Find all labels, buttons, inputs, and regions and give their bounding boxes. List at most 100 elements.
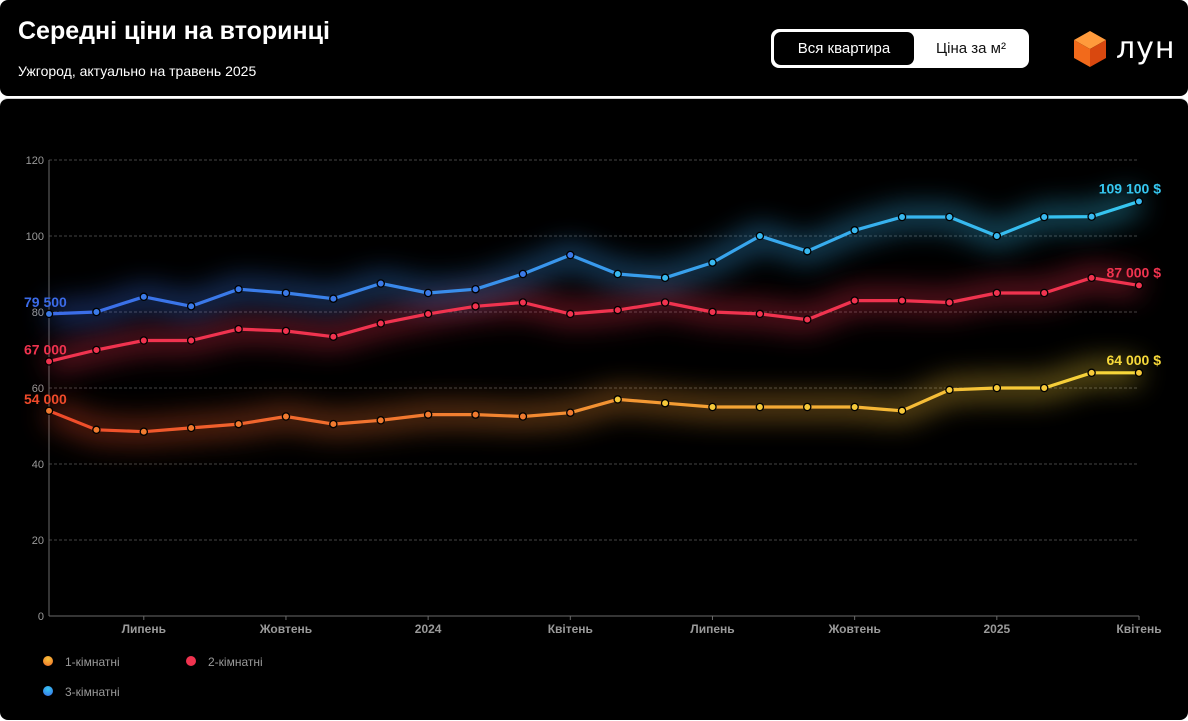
data-point-2-room bbox=[139, 336, 149, 345]
data-point-1-room bbox=[471, 410, 480, 419]
data-point-1-room bbox=[281, 412, 291, 421]
data-point-1-room bbox=[1087, 368, 1096, 378]
data-point-3-room bbox=[234, 284, 243, 294]
data-point-3-room bbox=[613, 269, 622, 279]
data-point-3-room bbox=[850, 226, 859, 235]
data-point-2-room bbox=[329, 332, 338, 341]
data-point-1-room bbox=[660, 398, 670, 408]
price-per-m2-button[interactable]: Ціна за м² bbox=[936, 40, 1006, 57]
data-point-1-room bbox=[613, 395, 622, 404]
y-tick-label: 20 bbox=[32, 535, 44, 547]
data-point-1-room bbox=[1134, 368, 1144, 378]
lun-logo[interactable]: лун bbox=[1072, 29, 1175, 69]
data-point-2-room bbox=[660, 298, 670, 307]
data-point-3-room bbox=[1087, 212, 1096, 221]
data-point-1-room bbox=[329, 419, 338, 429]
price-mode-toggle: Вся квартира Ціна за м² bbox=[771, 29, 1029, 68]
data-point-1-room bbox=[945, 385, 954, 395]
price-chart: 0 20 40 60 80 100 120 Липень Жовтень 2024 Квітень Л… bbox=[24, 155, 1162, 636]
data-point-1-room bbox=[139, 427, 149, 436]
data-point-2-room bbox=[1134, 281, 1144, 290]
y-tick-label: 80 bbox=[32, 307, 44, 319]
x-tick-label: 2025 bbox=[983, 622, 1010, 636]
data-point-3-room bbox=[755, 231, 765, 241]
data-point-2-room bbox=[423, 309, 433, 319]
y-tick-label: 0 bbox=[38, 611, 44, 623]
y-tick-label: 60 bbox=[32, 383, 44, 395]
start-label-1-room: 54 000 bbox=[24, 391, 67, 407]
data-point-1-room bbox=[518, 412, 528, 421]
start-label-3-room: 79 500 bbox=[24, 294, 67, 310]
data-point-3-room bbox=[186, 302, 196, 311]
data-point-3-room bbox=[660, 273, 670, 283]
series-line-2-room bbox=[48, 276, 1140, 363]
legend-label-2-room: 2-кімнатні bbox=[208, 655, 263, 669]
end-label-1-room: 64 000 $ bbox=[1107, 352, 1162, 368]
x-tick-label: 2024 bbox=[415, 622, 442, 636]
header: Середні ціни на вторинці Ужгород, актуал… bbox=[0, 0, 1188, 96]
data-point-1-room bbox=[376, 416, 385, 425]
data-point-3-room bbox=[139, 292, 149, 302]
data-point-2-room bbox=[945, 298, 954, 307]
data-point-3-room bbox=[44, 309, 54, 319]
data-point-3-room bbox=[376, 279, 385, 288]
series-line-3-room bbox=[48, 199, 1140, 316]
legend-label-1-room: 1-кімнатні bbox=[65, 655, 120, 669]
data-point-1-room bbox=[850, 402, 859, 412]
cube-icon bbox=[1074, 31, 1106, 67]
data-point-3-room bbox=[518, 269, 528, 279]
data-point-1-room bbox=[1039, 383, 1049, 393]
data-point-3-room bbox=[281, 288, 291, 298]
data-point-3-room bbox=[1039, 212, 1049, 222]
x-tick-label: Квітень bbox=[1116, 622, 1161, 636]
data-point-1-room bbox=[897, 406, 907, 416]
data-point-1-room bbox=[708, 402, 717, 412]
data-point-2-room bbox=[281, 326, 291, 336]
data-point-2-room bbox=[44, 357, 54, 366]
data-point-1-room bbox=[992, 383, 1002, 393]
data-point-2-room bbox=[186, 336, 196, 345]
data-point-2-room bbox=[613, 305, 622, 315]
data-point-2-room bbox=[92, 345, 101, 355]
data-point-2-room bbox=[803, 315, 812, 324]
end-label-3-room: 109 100 $ bbox=[1099, 180, 1161, 196]
data-point-3-room bbox=[897, 212, 907, 222]
data-point-1-room bbox=[186, 423, 196, 433]
data-point-2-room bbox=[518, 298, 528, 307]
data-point-2-room bbox=[708, 307, 717, 317]
data-point-3-room bbox=[329, 294, 338, 303]
series-line-1-room bbox=[48, 371, 1139, 434]
data-point-1-room bbox=[423, 410, 433, 419]
x-tick-label: Квітень bbox=[548, 622, 593, 636]
x-tick-label: Липень bbox=[690, 622, 734, 636]
y-tick-label: 100 bbox=[26, 231, 44, 243]
data-point-1-room bbox=[755, 402, 765, 412]
data-point-1-room bbox=[803, 402, 812, 412]
data-point-2-room bbox=[376, 319, 385, 328]
data-point-2-room bbox=[897, 296, 907, 305]
y-tick-label: 40 bbox=[32, 459, 44, 471]
data-point-3-room bbox=[1134, 197, 1144, 206]
data-point-3-room bbox=[471, 284, 480, 294]
x-tick-label: Липень bbox=[122, 622, 166, 636]
page-title: Середні ціни на вторинці bbox=[18, 17, 330, 45]
data-point-3-room bbox=[566, 250, 575, 260]
data-point-3-room bbox=[92, 307, 101, 317]
data-point-1-room bbox=[44, 406, 54, 416]
data-point-3-room bbox=[708, 258, 717, 267]
logo-text: лун bbox=[1116, 31, 1176, 66]
data-point-3-room bbox=[803, 246, 812, 256]
data-point-2-room bbox=[1039, 288, 1049, 298]
whole-apartment-button[interactable]: Вся квартира bbox=[774, 32, 914, 65]
data-point-2-room bbox=[755, 309, 765, 319]
legend-dot-1-room bbox=[43, 656, 53, 666]
data-point-2-room bbox=[566, 309, 575, 319]
data-point-2-room bbox=[234, 324, 243, 334]
data-point-1-room bbox=[234, 419, 243, 429]
data-point-1-room bbox=[92, 425, 101, 435]
series-glow-1-room bbox=[44, 361, 1139, 443]
data-point-2-room bbox=[992, 288, 1002, 298]
legend-dot-3-room bbox=[43, 686, 53, 696]
x-tick-label: Жовтень bbox=[827, 622, 880, 636]
page-subtitle: Ужгород, актуально на травень 2025 bbox=[18, 63, 257, 79]
